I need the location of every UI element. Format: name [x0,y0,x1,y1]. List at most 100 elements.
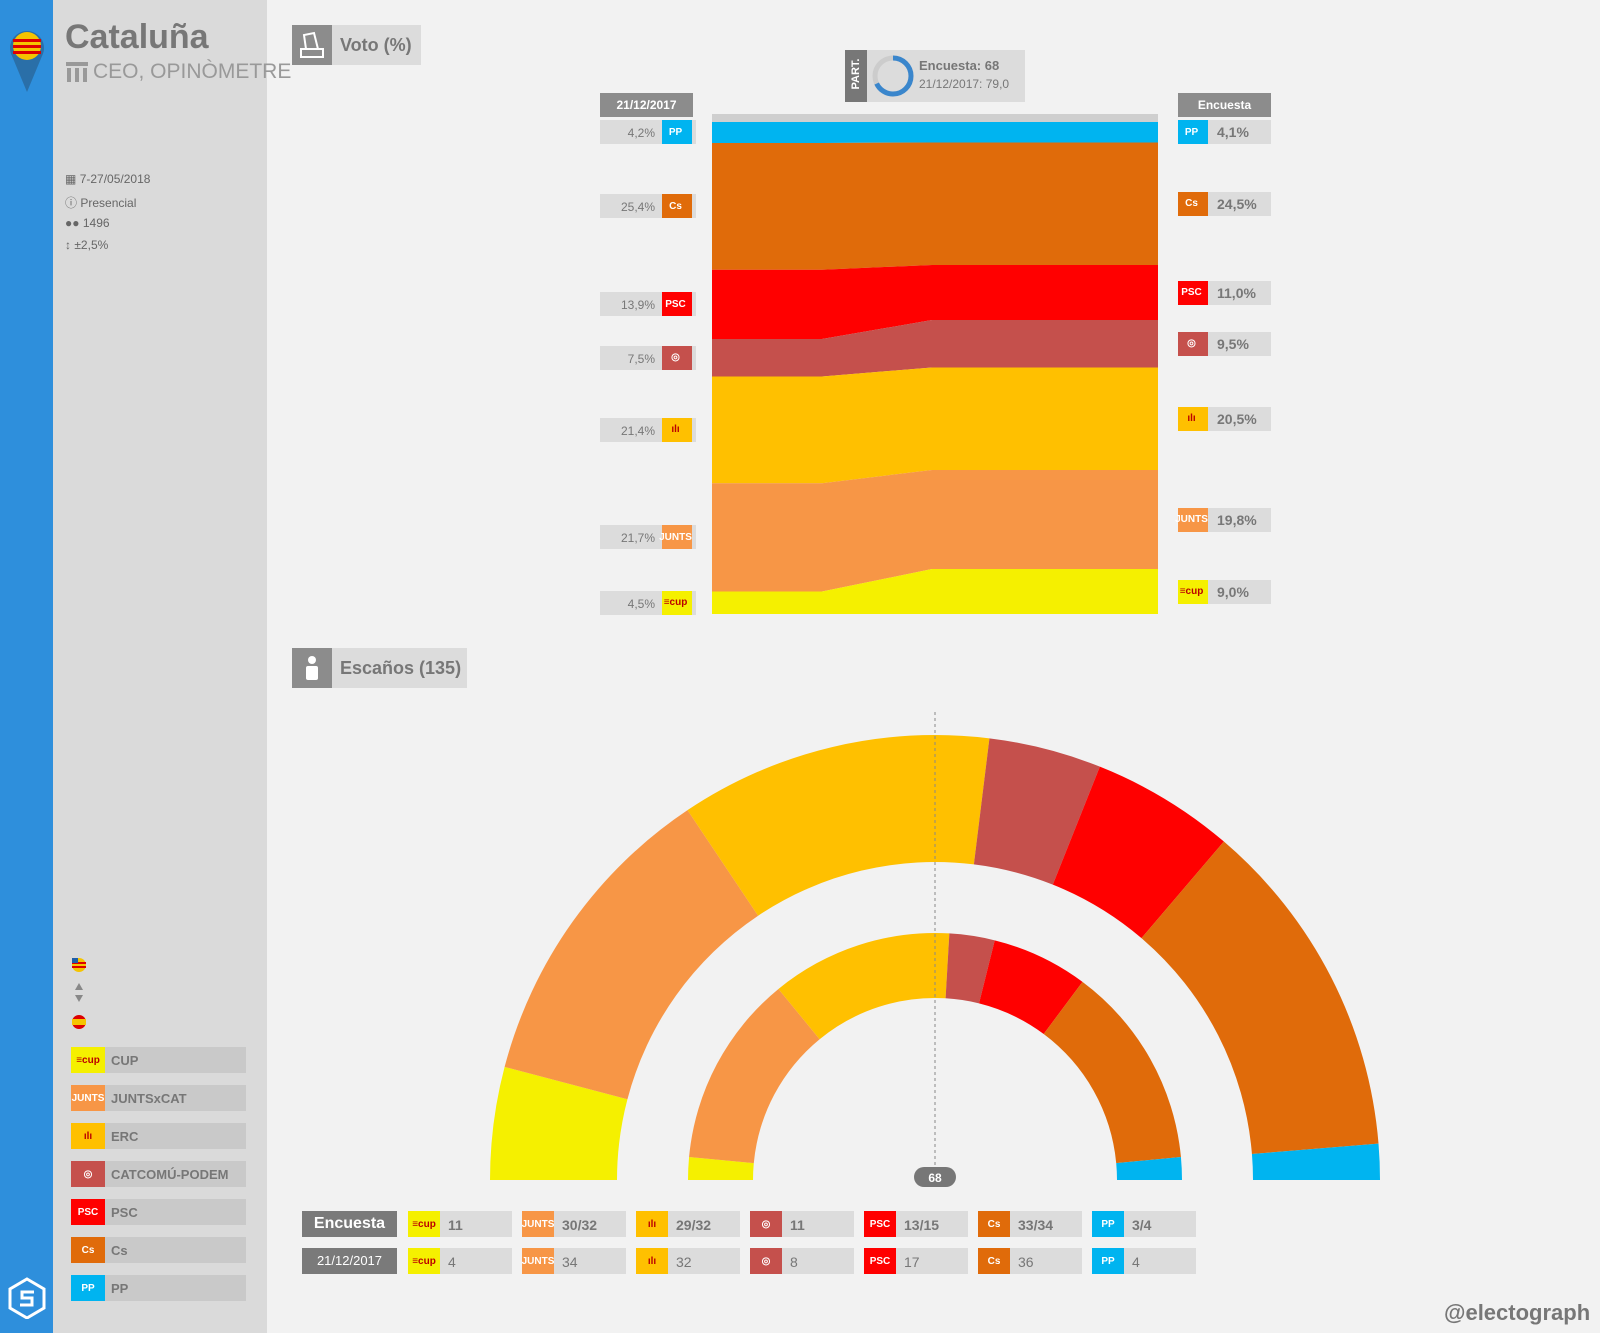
method-row: ⓘ Presencial [65,194,136,211]
previous-seats-erc [778,933,950,1040]
vote-value: 24,5% [1217,195,1257,212]
seat-cell-previous-cs: Cs 36 [978,1248,1082,1274]
vote-label-previous-cup: 4,5% ≡cup [600,590,696,615]
seat-cell-previous-cup: ≡cup 4 [408,1248,512,1274]
party-junts-logo-icon: JUNTS [1175,507,1208,532]
vote-label-previous-erc: 21,4% ılı [600,417,696,442]
seat-value: 13/15 [904,1217,940,1233]
previous-seats-pp [1116,1157,1182,1180]
party-erc-logo-icon: ılı [636,1211,668,1237]
vote-value: 25,4% [620,200,655,215]
previous-seats-psc [979,940,1083,1035]
seat-value: 8 [790,1254,798,1270]
legend-item-cs[interactable]: Cs Cs [71,1237,246,1263]
survey-seats-junts [504,810,759,1100]
vote-label-survey-erc: ılı 20,5% [1178,406,1271,431]
survey-seats-psc [1052,766,1224,939]
vote-value: 9,0% [1217,583,1249,600]
fieldwork-dates: 7-27/05/2018 [79,172,151,186]
majority-badge [914,1167,956,1187]
vote-value: 19,8% [1217,511,1257,528]
area-catcomu [712,320,1158,377]
catalonia-flag-icon [72,958,86,972]
seat-person-icon [292,648,332,688]
party-catcomu-logo-icon: ◎ [750,1248,782,1274]
vote-label-survey-catcomu: ◎ 9,5% [1178,331,1271,356]
vote-label-survey-cs: Cs 24,5% [1178,191,1271,216]
area-cs [712,142,1158,270]
survey-method: Presencial [80,196,137,210]
party-cs-logo-icon: Cs [978,1211,1010,1237]
area-junts [712,470,1158,592]
party-junts-logo-icon: JUNTS [522,1248,554,1274]
participation-gauge-arc [872,55,914,97]
area-erc [712,367,1158,484]
party-erc-logo-icon: ılı [636,1248,668,1274]
seat-cell-survey-psc: PSC 13/15 [864,1211,968,1237]
legend-item-psc[interactable]: PSC PSC [71,1199,246,1225]
party-catcomu-logo-icon: ◎ [71,1161,105,1187]
seat-cell-survey-erc: ılı 29/32 [636,1211,740,1237]
vote-section-title: Voto (%) [340,35,412,55]
seat-value: 33/34 [1018,1217,1054,1233]
survey-seats-cs [1141,841,1379,1155]
party-psc-logo-icon: PSC [662,292,692,317]
previous-column-header: 21/12/2017 [600,93,693,117]
vote-value: 4,5% [627,596,655,611]
pollster-name: CEO, OPINÒMETRE [93,60,292,83]
seat-cell-survey-pp: PP 3/4 [1092,1211,1196,1237]
legend-item-junts[interactable]: JUNTS JUNTSxCAT [71,1085,246,1111]
party-pp-logo-icon: PP [1092,1211,1124,1237]
previous-seats-catcomu [945,933,995,1004]
sample-size: 1496 [82,216,110,230]
seats-row-header-previous: 21/12/2017 [302,1248,397,1274]
seat-cell-survey-junts: JUNTS 30/32 [522,1211,626,1237]
vote-label-survey-junts: JUNTS 19,8% [1175,507,1271,532]
calendar-icon: ▦ [65,172,77,186]
previous-seats-junts [689,988,820,1164]
party-pp-logo-icon: PP [1178,120,1208,145]
party-junts-logo-icon: JUNTS [659,525,692,550]
party-erc-logo-icon: ılı [71,1123,105,1149]
seats-hemicycle-chart: 68 [490,712,1380,1187]
party-cup-logo-icon: ≡cup [662,590,692,615]
party-pp-logo-icon: PP [71,1275,105,1301]
vote-value: 20,5% [1217,410,1257,427]
seat-value: 11 [790,1217,805,1233]
survey-seats-catcomu [973,738,1100,885]
up-down-arrows-icon [75,983,83,1002]
legend-item-erc[interactable]: ılı ERC [71,1123,246,1149]
vote-label-survey-psc: PSC 11,0% [1178,280,1271,305]
participation-gauge [872,55,914,97]
vote-section-header: Voto (%) [292,25,421,65]
party-erc-logo-icon: ılı [1178,406,1208,431]
participation-box: PART. Encuesta: 68 21/12/2017: 79,0 [845,50,1025,102]
legend-item-cup[interactable]: ≡cup CUP [71,1047,246,1073]
vote-stacked-chart [712,114,1158,614]
seat-value: 11 [448,1217,463,1233]
seat-cell-previous-erc: ılı 32 [636,1248,740,1274]
participation-tag-text: PART. [850,58,862,90]
error-row: ↕ ±2,5% [65,238,108,252]
vote-label-previous-cs: 25,4% Cs [600,194,696,219]
legend-label: ERC [111,1129,139,1144]
participation-survey: Encuesta: 68 [919,58,1000,73]
vote-label-previous-pp: 4,2% PP [600,120,696,145]
legend-label: CUP [111,1053,139,1068]
survey-seats-cup [490,1066,628,1180]
party-psc-logo-icon: PSC [864,1211,896,1237]
vote-value: 21,7% [620,531,655,546]
legend-item-catcomu[interactable]: ◎ CATCOMÚ-PODEM [71,1161,246,1187]
legend-item-pp[interactable]: PP PP [71,1275,246,1301]
party-pp-logo-icon: PP [1092,1248,1124,1274]
vote-label-previous-junts: 21,7% JUNTS [600,525,696,550]
electograph-logo-icon [8,1277,46,1319]
chart-top-band [712,114,1158,122]
seat-cell-survey-cup: ≡cup 11 [408,1211,512,1237]
seats-section-title: Escaños (135) [340,658,462,678]
area-psc [712,265,1158,340]
party-cup-logo-icon: ≡cup [1178,579,1208,604]
party-cup-logo-icon: ≡cup [408,1248,440,1274]
legend-label: PP [111,1281,129,1296]
vote-value: 9,5% [1217,335,1249,352]
